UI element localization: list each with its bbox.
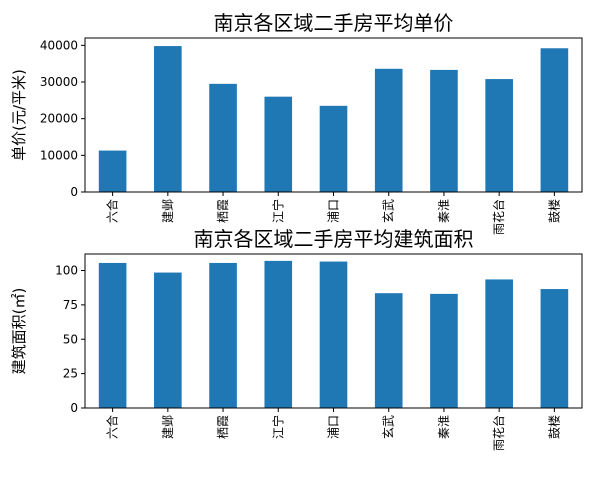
x-tick-label: 浦口 <box>327 415 341 439</box>
bar-3 <box>264 260 293 408</box>
x-tick-label: 江宁 <box>270 199 285 223</box>
bar-8 <box>540 48 569 193</box>
x-tick-label: 六合 <box>105 415 120 439</box>
y-tick-label: 30000 <box>40 75 78 89</box>
bar-5 <box>374 68 403 192</box>
x-tick-label: 江宁 <box>270 415 285 439</box>
plot-frame <box>84 37 583 193</box>
bar-6 <box>430 69 458 192</box>
bars <box>98 46 569 193</box>
x-tick-label: 栖霞 <box>215 415 230 439</box>
bar-5 <box>374 293 403 408</box>
x-tick-label: 雨花台 <box>491 199 506 235</box>
x-tick-label: 建邺 <box>161 415 175 439</box>
chart-title: 南京各区域二手房平均单价 <box>214 11 454 35</box>
chart-title: 南京各区域二手房平均建筑面积 <box>194 227 474 251</box>
x-tick-label: 鼓楼 <box>546 415 561 439</box>
bar-4 <box>319 261 348 408</box>
x-ticks: 六合 建邺 栖霞 江宁 浦口 玄武 秦淮 雨花台 鼓楼 <box>105 192 561 235</box>
x-tick-label: 玄武 <box>381 199 396 223</box>
bar-3 <box>264 96 293 192</box>
chart-unit-price: 南京各区域二手房平均单价 单价(元/平米) 0 10000 20000 30000 40… <box>10 11 583 235</box>
y-tick-label: 25 <box>63 367 78 381</box>
y-tick-label: 0 <box>70 401 78 415</box>
bar-1 <box>154 272 182 408</box>
bar-2 <box>209 83 237 192</box>
y-axis-label: 单价(元/平米) <box>10 69 28 161</box>
x-tick-label: 建邺 <box>161 199 175 223</box>
y-axis-label: 建筑面积(㎡) <box>10 288 28 375</box>
x-tick-label: 六合 <box>105 199 120 223</box>
bar-0 <box>98 262 127 408</box>
x-tick-label: 玄武 <box>381 415 396 439</box>
y-ticks: 0 25 50 75 100 <box>55 264 85 415</box>
bar-0 <box>98 150 127 192</box>
y-tick-label: 75 <box>63 298 78 312</box>
bar-7 <box>485 79 513 192</box>
bar-7 <box>485 279 513 408</box>
y-tick-label: 0 <box>70 185 78 199</box>
chart-floor-area: 南京各区域二手房平均建筑面积 建筑面积(㎡) 0 25 50 75 100 六合 建邺 栖霞… <box>10 227 583 451</box>
bars <box>98 260 569 408</box>
y-tick-label: 40000 <box>40 38 78 52</box>
y-tick-label: 50 <box>63 332 78 346</box>
bar-6 <box>430 293 458 408</box>
x-tick-label: 浦口 <box>327 199 341 223</box>
bar-1 <box>154 46 182 192</box>
bar-4 <box>319 105 348 192</box>
x-tick-label: 雨花台 <box>491 415 506 451</box>
bar-8 <box>540 289 569 408</box>
x-tick-label: 栖霞 <box>215 199 230 223</box>
y-ticks: 0 10000 20000 30000 40000 <box>40 38 85 199</box>
y-tick-label: 10000 <box>40 148 78 162</box>
x-tick-label: 秦淮 <box>437 415 451 439</box>
x-tick-label: 秦淮 <box>437 199 451 223</box>
y-tick-label: 20000 <box>40 112 78 126</box>
plot-frame <box>84 253 583 409</box>
x-ticks: 六合 建邺 栖霞 江宁 浦口 玄武 秦淮 雨花台 鼓楼 <box>105 408 561 451</box>
bar-2 <box>209 262 237 408</box>
x-tick-label: 鼓楼 <box>546 199 561 223</box>
y-tick-label: 100 <box>55 264 78 278</box>
